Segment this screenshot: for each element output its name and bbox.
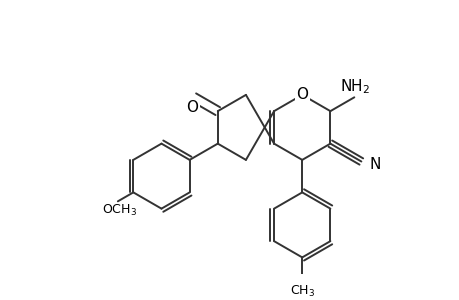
Text: OCH$_3$: OCH$_3$ [102, 203, 137, 218]
Text: O: O [296, 87, 308, 102]
Text: CH$_3$: CH$_3$ [289, 284, 314, 299]
Text: N: N [369, 157, 380, 172]
Text: O: O [185, 100, 198, 115]
Text: NH$_2$: NH$_2$ [339, 77, 369, 95]
Text: N: N [369, 157, 380, 172]
